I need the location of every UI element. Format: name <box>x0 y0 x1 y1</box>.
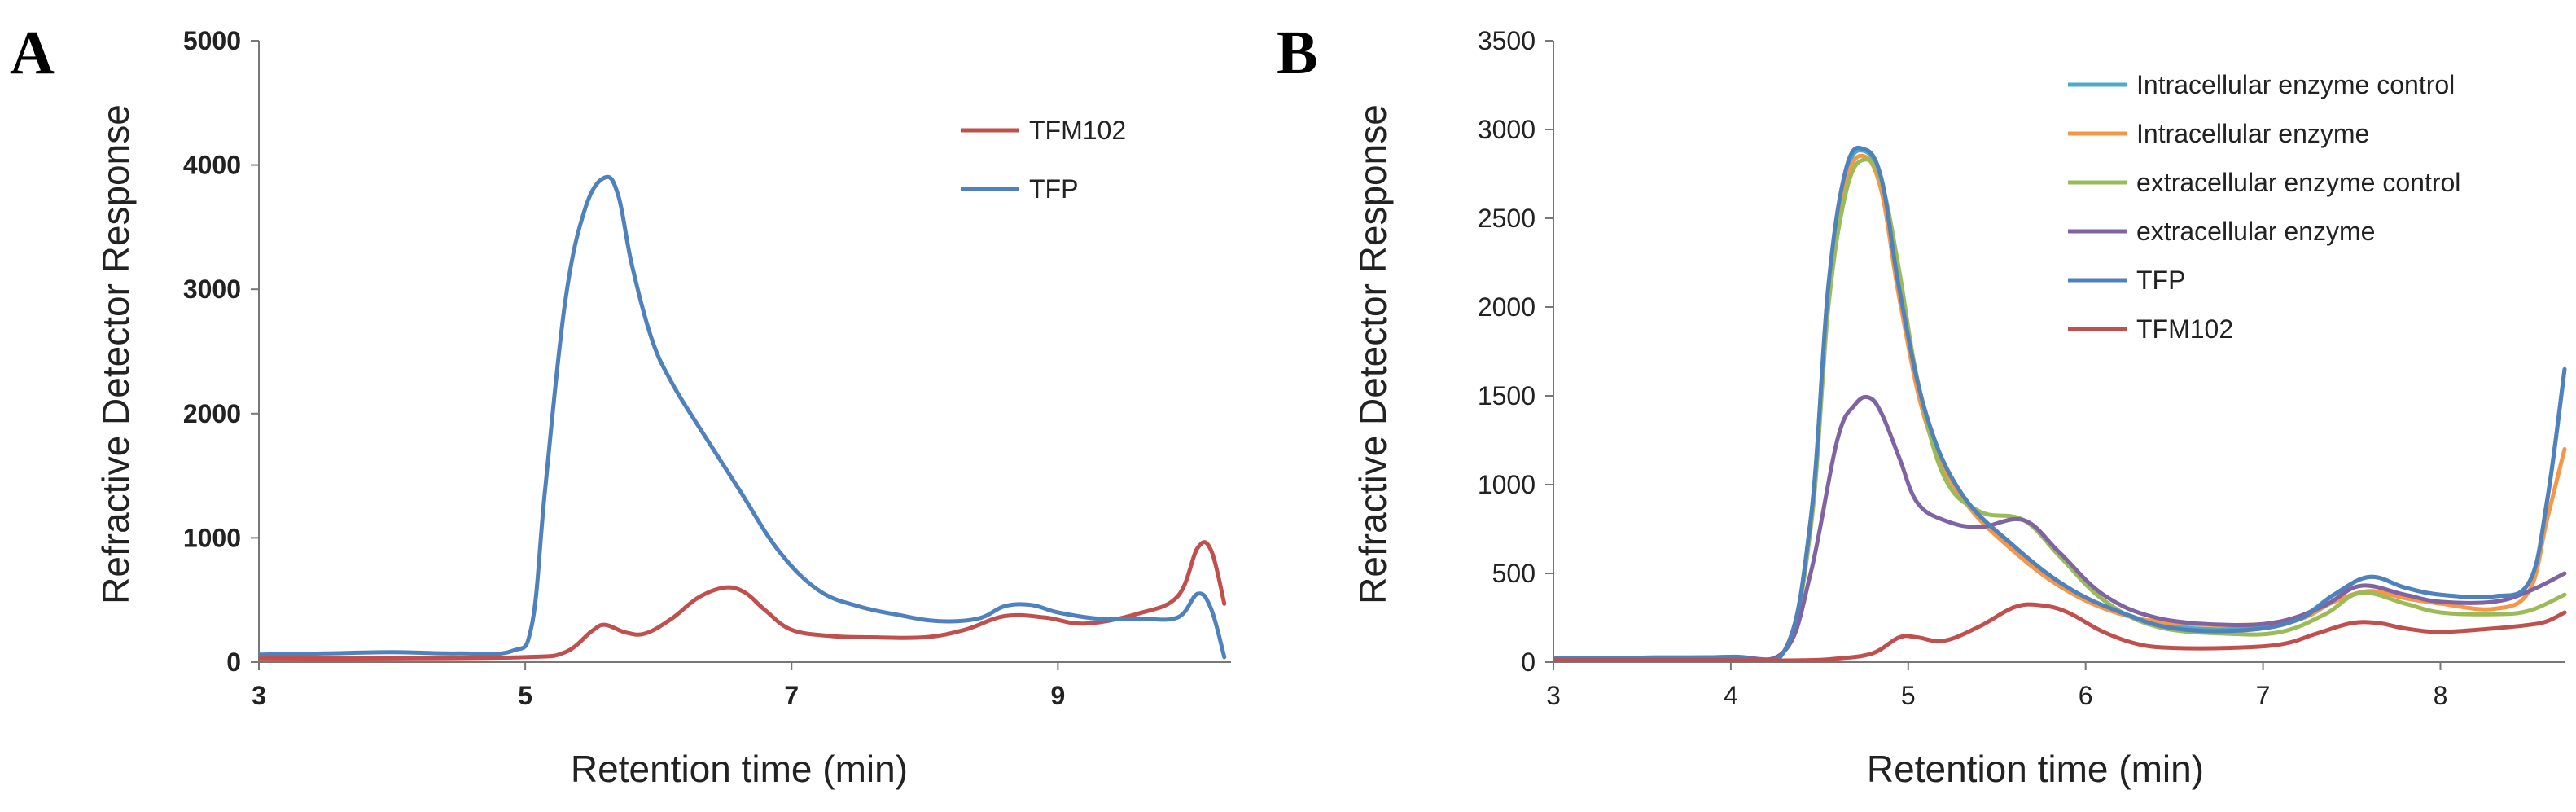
panel-b-axes: 3 4 5 6 7 8 0 500 1000 1500 2000 2500 3000 3500 <box>1478 26 2565 710</box>
panel-a-legend-label: TFP <box>1029 174 1078 204</box>
panel-b-y-tick-label: 2500 <box>1478 204 1536 233</box>
panel-b-y-tick-label: 2000 <box>1478 292 1536 322</box>
panel-b-legend-label: Intracellular enzyme <box>2136 119 2369 148</box>
panel-b-x-tick-label: 6 <box>2079 681 2093 710</box>
panel-a-legend: TFM102 TFP <box>961 116 1126 204</box>
panel-b-legend: Intracellular enzyme control Intracellula… <box>2068 70 2460 344</box>
panel-a-series-line-tfp <box>259 174 1227 660</box>
panel-a-x-axis-title: Retention time (min) <box>571 748 908 790</box>
panel-b-x-tick-label: 8 <box>2434 681 2448 710</box>
panel-a-y-tick-label: 2000 <box>183 399 241 428</box>
panel-a-chart: A Refractive Detector Response Retention… <box>10 19 1231 790</box>
panel-a-y-tick-label: 3000 <box>183 274 241 304</box>
panel-a-letter: A <box>10 19 55 87</box>
panel-b-series-line-tfm102 <box>1553 602 2567 662</box>
panel-a-series-line-tfm102 <box>259 540 1227 661</box>
panel-b-y-tick-label: 1500 <box>1478 381 1536 410</box>
panel-b-legend-label: extracellular enzyme <box>2136 217 2375 246</box>
panel-b-y-tick-label: 3000 <box>1478 115 1536 144</box>
panel-b-legend-label: Intracellular enzyme control <box>2136 70 2455 99</box>
panel-b-x-axis-title: Retention time (min) <box>1867 748 2204 790</box>
panel-a-y-tick-label: 5000 <box>183 26 241 55</box>
panel-b-y-tick-label: 1000 <box>1478 470 1536 499</box>
panel-b-legend-label: TFP <box>2136 266 2185 295</box>
panel-a-y-tick-label: 0 <box>226 647 241 677</box>
panel-b-series <box>1553 145 2567 662</box>
panel-b-letter: B <box>1277 19 1318 87</box>
panel-a-y-tick-label: 1000 <box>183 523 241 552</box>
panel-a-axes: 3 5 7 9 0 1000 2000 3000 4000 5000 <box>183 26 1231 710</box>
panel-b-legend-label: TFM102 <box>2136 314 2233 344</box>
panel-b-series-line-extracellular-enzyme <box>1553 394 2567 662</box>
panel-a-y-tick-label: 4000 <box>183 151 241 180</box>
panel-b-series-line-tfp <box>1553 145 2567 662</box>
panel-a-series <box>259 174 1227 661</box>
panel-b-y-axis-title: Refractive Detector Response <box>1352 104 1394 604</box>
panel-b-legend-label: extracellular enzyme control <box>2136 168 2460 197</box>
panel-b-series-line-intracellular-enzyme <box>1553 153 2567 662</box>
panel-a-y-axis-title: Refractive Detector Response <box>94 104 137 604</box>
panel-b-x-tick-label: 5 <box>1901 681 1916 710</box>
panel-a-x-tick-label: 9 <box>1050 681 1065 710</box>
panel-b-y-tick-label: 3500 <box>1478 26 1536 55</box>
panel-b-y-tick-label: 0 <box>1521 647 1536 677</box>
panel-b-x-tick-label: 4 <box>1724 681 1738 710</box>
panel-b-x-tick-label: 3 <box>1546 681 1561 710</box>
panel-a-x-tick-label: 3 <box>252 681 266 710</box>
panel-b-y-tick-label: 500 <box>1492 559 1536 588</box>
panel-b-chart: B Refractive Detector Response Retention… <box>1277 19 2567 790</box>
panel-a-x-tick-label: 5 <box>518 681 532 710</box>
panel-a-legend-label: TFM102 <box>1029 116 1126 145</box>
panel-a-x-tick-label: 7 <box>784 681 799 710</box>
panel-b-x-tick-label: 7 <box>2256 681 2271 710</box>
